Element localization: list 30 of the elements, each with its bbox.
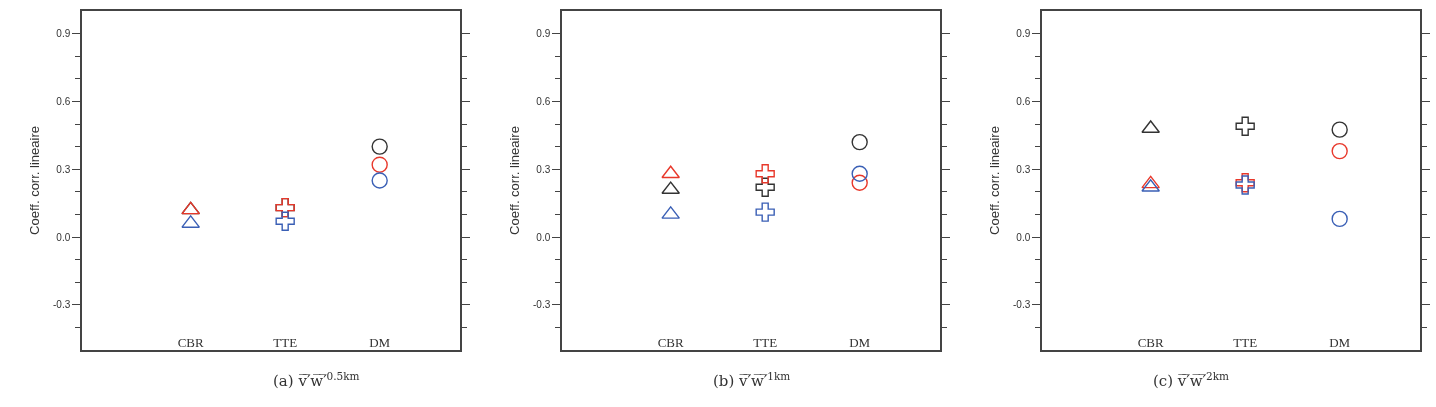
x-tick-label: CBR xyxy=(1137,335,1164,351)
y-tick-label: -0.3 xyxy=(53,299,71,311)
text: (c) v̅′̅w̅′̅$^{2km}$ xyxy=(1153,370,1230,391)
y-tick-label: 0.3 xyxy=(56,163,71,175)
y-tick-label: 0.6 xyxy=(536,95,551,107)
y-tick-label: 0.0 xyxy=(1016,231,1031,243)
y-tick-label: -0.3 xyxy=(533,299,551,311)
y-tick-label: 0.9 xyxy=(56,28,71,40)
x-tick-label: CBR xyxy=(657,335,685,351)
y-tick-label: 0.3 xyxy=(1016,163,1031,175)
x-tick-label: TTE xyxy=(273,335,298,351)
text: (a) v̅′̅w̅′̅$^{0.5km}$ xyxy=(273,370,360,391)
y-axis-title: Coeff. corr. lineaire xyxy=(507,126,523,235)
x-tick-label: CBR xyxy=(177,335,205,351)
y-axis-title: Coeff. corr. lineaire xyxy=(27,126,43,235)
y-tick-label: 0.9 xyxy=(536,28,551,40)
y-tick-label: 0.6 xyxy=(56,95,71,107)
x-tick-label: DM xyxy=(849,335,871,351)
y-tick-label: 0.3 xyxy=(536,163,551,175)
y-tick-label: -0.3 xyxy=(1013,299,1031,311)
text: (b) v̅′̅w̅′̅$^{1km}$ xyxy=(713,370,791,391)
x-tick-label: DM xyxy=(1329,335,1351,351)
y-tick-label: 0.0 xyxy=(536,231,551,243)
y-tick-label: 0.0 xyxy=(56,231,71,243)
y-tick-label: 0.9 xyxy=(1016,28,1031,40)
x-tick-label: TTE xyxy=(1233,335,1258,351)
x-tick-label: DM xyxy=(369,335,391,351)
y-axis-title: Coeff. corr. lineaire xyxy=(987,126,1003,235)
x-tick-label: TTE xyxy=(753,335,778,351)
y-tick-label: 0.6 xyxy=(1016,95,1031,107)
